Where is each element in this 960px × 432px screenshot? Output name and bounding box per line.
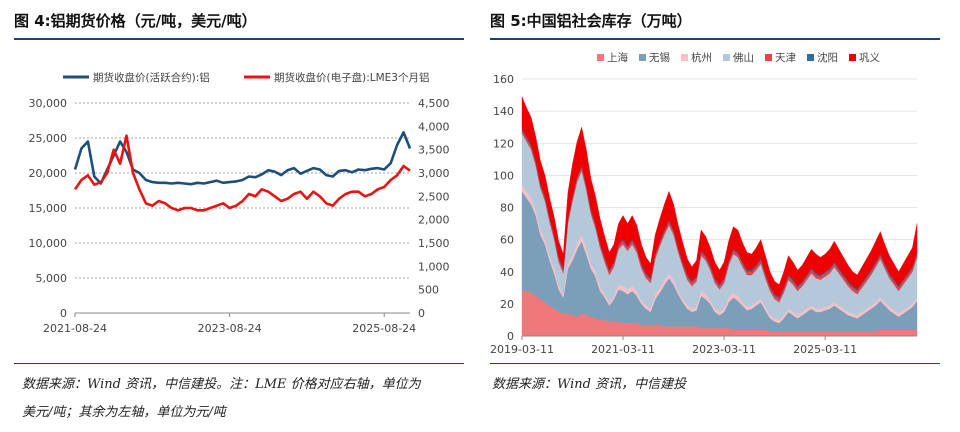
y-tick-label: 100 xyxy=(493,169,514,182)
y-tick-label: 140 xyxy=(493,105,514,118)
axes: 0 5,000 10,000 15,000 20,000 25,000 30,000 0 500… xyxy=(29,97,450,335)
left-tick-label: 30,000 xyxy=(29,97,68,110)
legend-label: 期货收盘价(电子盘):LME3个月铝 xyxy=(274,71,429,84)
area-巩义 xyxy=(521,96,918,298)
y-tick-label: 60 xyxy=(500,234,514,247)
y-tick-label: 120 xyxy=(493,137,514,150)
x-tick-label: 2025-08-24 xyxy=(352,322,416,335)
legend-label: 期货收盘价(活跃合约):铝 xyxy=(93,71,210,84)
right-tick-label: 2,500 xyxy=(418,190,450,203)
axes: 0 20 40 60 80 100 120 140 160 2019-03-11 2021-03-1… xyxy=(490,73,917,356)
right-tick-label: 3,000 xyxy=(418,167,450,180)
right-tick-label: 4,000 xyxy=(418,120,450,133)
legend-swatch xyxy=(849,54,856,61)
legend-swatch xyxy=(807,54,814,61)
legend-swatch xyxy=(723,54,730,61)
left-tick-label: 5,000 xyxy=(36,272,68,285)
left-tick-label: 25,000 xyxy=(29,132,68,145)
legend: 期货收盘价(活跃合约):铝 期货收盘价(电子盘):LME3个月铝 xyxy=(63,71,429,84)
legend-swatch xyxy=(597,54,604,61)
figure5-title: 图 5:中国铝社会库存（万吨） xyxy=(490,12,692,30)
left-tick-label: 20,000 xyxy=(29,167,68,180)
figure4-source-line1: 数据来源：Wind 资讯，中信建投。注：LME 价格对应右轴，单位为 xyxy=(22,377,421,392)
right-tick-label: 4,500 xyxy=(418,97,450,110)
right-tick-label: 1,500 xyxy=(418,237,450,250)
x-tick-label: 2021-03-11 xyxy=(591,343,655,356)
legend-label: 巩义 xyxy=(859,52,880,64)
right-tick-label: 500 xyxy=(418,284,439,297)
series-line-lme-aluminum xyxy=(73,134,411,212)
y-tick-label: 40 xyxy=(500,266,514,279)
y-tick-label: 0 xyxy=(507,330,514,343)
left-tick-label: 15,000 xyxy=(29,202,68,215)
x-tick-label: 2023-08-24 xyxy=(198,322,262,335)
left-tick-label: 10,000 xyxy=(29,237,68,250)
legend-label: 无锡 xyxy=(649,51,670,64)
figure5-source: 数据来源：Wind 资讯，中信建投 xyxy=(492,377,687,392)
legend-label: 天津 xyxy=(775,52,796,64)
grid-lines xyxy=(75,102,410,279)
legend: 上海 无锡 杭州 佛山 天津 沈阳 巩义 xyxy=(597,51,880,64)
stacked-areas xyxy=(521,96,918,337)
figure5-title-rule xyxy=(490,38,940,40)
legend-label: 佛山 xyxy=(733,51,754,64)
right-tick-label: 1,000 xyxy=(418,260,450,273)
legend-label: 杭州 xyxy=(691,51,712,64)
right-tick-label: 2,000 xyxy=(418,214,450,227)
figure4-title-rule xyxy=(14,38,464,40)
aluminum-futures-price-chart: 0 5,000 10,000 15,000 20,000 25,000 30,000 0 500… xyxy=(29,71,450,335)
right-tick-label: 0 xyxy=(418,307,425,320)
x-tick-label: 2021-08-24 xyxy=(43,322,107,335)
figure4-source-line2: 美元/吨；其余为左轴，单位为元/吨 xyxy=(22,405,226,420)
x-tick-label: 2023-03-11 xyxy=(692,343,756,356)
figure5-bottom-rule xyxy=(490,363,940,364)
y-tick-label: 160 xyxy=(493,73,514,86)
figure4-title: 图 4:铝期货价格（元/吨，美元/吨） xyxy=(14,12,257,30)
series-lines xyxy=(73,131,412,212)
legend-label: 上海 xyxy=(607,51,628,64)
y-tick-label: 20 xyxy=(500,298,514,311)
x-tick-label: 2019-03-11 xyxy=(490,343,554,356)
x-tick-label: 2025-03-11 xyxy=(793,343,857,356)
legend-label: 沈阳 xyxy=(817,51,838,64)
legend-swatch xyxy=(681,54,688,61)
aluminum-social-inventory-chart: 上海 无锡 杭州 佛山 天津 沈阳 巩义 0 20 40 60 80 100 120 140 160 2019… xyxy=(490,51,918,356)
figure4-bottom-rule xyxy=(14,363,464,364)
left-tick-label: 0 xyxy=(60,307,67,320)
legend-swatch xyxy=(765,54,772,61)
right-tick-label: 3,500 xyxy=(418,144,450,157)
y-tick-label: 80 xyxy=(500,202,514,215)
legend-swatch xyxy=(639,54,646,61)
